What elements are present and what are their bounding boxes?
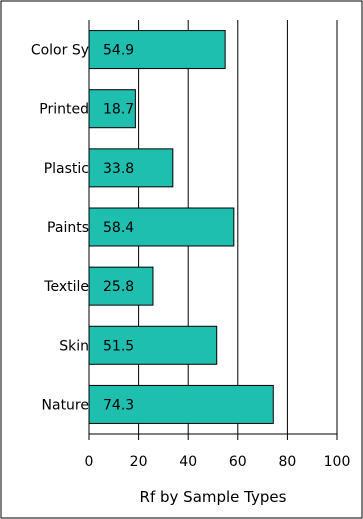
- value-label: 58.4: [103, 220, 134, 236]
- x-tick-label: 80: [278, 454, 296, 470]
- x-tick-label: 100: [324, 454, 351, 470]
- value-label: 25.8: [103, 279, 134, 295]
- bar-paints: [88, 207, 235, 247]
- bar-printed: [88, 89, 136, 129]
- bar-skin: [88, 325, 218, 365]
- x-axis-title: Rf by Sample Types: [140, 488, 287, 506]
- category-label: Nature: [42, 397, 89, 413]
- x-tick-label: 60: [229, 454, 247, 470]
- x-tick-label: 0: [85, 454, 94, 470]
- x-tick-label: 40: [179, 454, 197, 470]
- x-axis-ticks: 0 20 40 60 80 100: [85, 434, 351, 470]
- bar-nature: [88, 384, 274, 424]
- bars-group: [88, 30, 274, 424]
- category-label: Printed: [39, 102, 89, 118]
- value-label: 54.9: [103, 43, 134, 59]
- category-label: Textile: [43, 279, 89, 295]
- category-label: Color Sy: [31, 43, 89, 59]
- value-labels: 54.9 18.7 33.8 58.4 25.8 51.5 74.3: [103, 43, 134, 414]
- category-label: Paints: [47, 220, 89, 236]
- bar-color-sy: [88, 30, 226, 70]
- x-tick-label: 20: [130, 454, 148, 470]
- bar-textile: [88, 266, 154, 306]
- value-label: 18.7: [103, 102, 134, 118]
- value-label: 33.8: [103, 161, 134, 177]
- value-label: 74.3: [103, 397, 134, 413]
- category-label: Skin: [59, 338, 89, 354]
- value-label: 51.5: [103, 338, 134, 354]
- category-labels: Color Sy Printed Plastic Paints Textile Skin N…: [31, 43, 89, 414]
- category-label: Plastic: [44, 161, 89, 177]
- bar-plastic: [88, 148, 174, 188]
